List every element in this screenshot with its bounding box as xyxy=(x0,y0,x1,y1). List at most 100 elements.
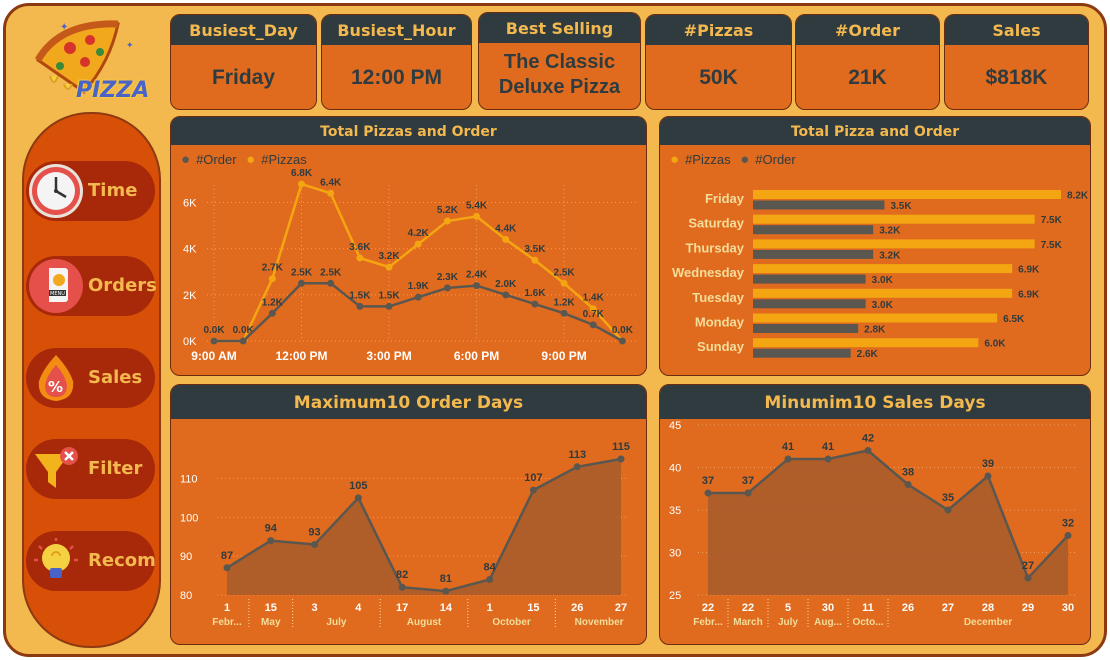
data-point xyxy=(589,321,597,329)
x-tick-label: 9:00 AM xyxy=(191,349,237,363)
data-label: 0.0K xyxy=(233,325,255,336)
data-point xyxy=(502,291,510,299)
data-label: 0.0K xyxy=(203,325,225,336)
y-tick-label: 100 xyxy=(180,512,198,524)
x-day-label: 30 xyxy=(822,602,834,614)
data-point xyxy=(1024,574,1032,582)
kpi-value: Friday xyxy=(211,65,276,89)
data-label: 2.7K xyxy=(262,263,284,274)
data-point xyxy=(414,240,422,248)
kpi-title: Best Selling xyxy=(479,13,640,43)
y-tick-label: 25 xyxy=(669,590,681,602)
data-point xyxy=(784,455,792,463)
x-month-label: July xyxy=(326,617,346,628)
nav-time-button[interactable]: Time xyxy=(26,161,155,221)
data-label: 4.4K xyxy=(495,223,517,234)
data-label: 1.2K xyxy=(554,297,576,308)
bar-pizzas xyxy=(753,264,1013,274)
x-day-label: 15 xyxy=(265,602,277,614)
chart-title: Total Pizza and Order xyxy=(660,117,1090,145)
data-point xyxy=(560,279,568,287)
nav-recom-button[interactable]: Recom xyxy=(26,531,156,591)
chart-legend: ● #Pizzas ● #Order xyxy=(670,151,796,168)
data-point xyxy=(704,489,712,497)
bar-orders xyxy=(753,324,859,333)
data-label: 7.5K xyxy=(1041,240,1063,251)
data-point xyxy=(356,302,364,310)
x-day-label: 15 xyxy=(527,602,539,614)
x-day-label: 17 xyxy=(396,602,408,614)
lightbulb-icon xyxy=(29,534,83,588)
bar-orders xyxy=(753,299,866,309)
data-label: 1.2K xyxy=(262,297,284,308)
kpi-busiest-day: Busiest_Day Friday xyxy=(170,14,317,110)
area-fill xyxy=(708,450,1068,595)
x-day-label: 5 xyxy=(785,602,791,614)
data-label: 6.9K xyxy=(1018,289,1040,300)
data-label: 1.5K xyxy=(378,290,400,301)
y-tick-label: 80 xyxy=(180,590,192,602)
kpi-busiest-hour: Busiest_Hour 12:00 PM xyxy=(321,14,472,110)
data-point xyxy=(473,212,481,220)
kpi-value: $818K xyxy=(985,65,1048,89)
data-label: 94 xyxy=(265,523,278,535)
chart-title: Maximum10 Order Days xyxy=(171,385,646,419)
data-label: 1.5K xyxy=(349,290,371,301)
data-label: 5.2K xyxy=(437,205,459,216)
menu-card-icon: MENU xyxy=(29,259,83,313)
filter-clear-icon xyxy=(29,442,83,496)
x-day-label: 3 xyxy=(311,602,317,614)
legend-item-pizzas: #Pizzas xyxy=(685,152,731,167)
nav-orders-button[interactable]: MENU Orders xyxy=(26,256,157,316)
bar-orders xyxy=(753,200,885,210)
x-month-label: Febr... xyxy=(212,617,242,628)
x-day-label: 26 xyxy=(902,602,914,614)
kpi-value: The Classic Deluxe Pizza xyxy=(498,51,621,98)
min-sales-days-panel: Minumim10 Sales Days 25 30 35 40 45 37 37 41 41 4… xyxy=(659,384,1091,645)
data-label: 35 xyxy=(942,492,954,504)
data-label: 1.6K xyxy=(524,288,546,299)
data-point xyxy=(560,309,568,317)
data-label: 41 xyxy=(822,441,834,453)
data-label: 2.8K xyxy=(864,325,886,336)
x-month-label: Aug... xyxy=(814,617,842,628)
category-label: Sunday xyxy=(697,339,745,354)
bar-pizzas xyxy=(753,338,979,348)
data-label: 2.5K xyxy=(320,267,342,278)
x-month-label: March xyxy=(733,617,762,628)
svg-text:MENU: MENU xyxy=(50,291,65,297)
x-day-label: 22 xyxy=(702,602,714,614)
data-point xyxy=(486,575,494,583)
data-label: 115 xyxy=(612,441,630,453)
data-point xyxy=(529,486,537,494)
data-label: 3.0K xyxy=(872,275,894,286)
data-point xyxy=(268,275,276,283)
nav-sales-button[interactable]: % Sales xyxy=(26,348,155,408)
data-label: 3.5K xyxy=(524,244,546,255)
nav-orders-label: Orders xyxy=(88,275,157,296)
x-day-label: 22 xyxy=(742,602,754,614)
hourly-line-chart: 0K 2K 4K 6K 9:00 AM 12:00 PM 3:00 PM 6:00 PM 9:0… xyxy=(183,168,636,363)
category-label: Saturday xyxy=(688,216,744,231)
data-point xyxy=(356,254,364,262)
nav-filter-label: Filter xyxy=(88,458,143,479)
data-label: 0.0K xyxy=(612,325,634,336)
data-label: 3.0K xyxy=(872,300,894,311)
kpi-pizzas: #Pizzas 50K xyxy=(645,14,792,110)
bar-orders xyxy=(753,249,874,259)
data-label: 3.2K xyxy=(879,250,901,261)
data-point xyxy=(531,256,539,264)
data-point xyxy=(944,506,952,514)
x-month-label: July xyxy=(778,617,798,628)
chart-legend: ● #Order ● #Pizzas xyxy=(181,151,307,168)
legend-item-orders: #Order xyxy=(755,152,796,167)
x-day-label: 29 xyxy=(1022,602,1034,614)
data-point xyxy=(327,279,335,287)
nav-filter-button[interactable]: Filter xyxy=(26,439,155,499)
x-day-label: 1 xyxy=(224,602,230,614)
data-label: 3.2K xyxy=(378,251,400,262)
data-point xyxy=(984,472,992,480)
data-label: 3.5K xyxy=(890,201,912,212)
x-day-label: 1 xyxy=(487,602,493,614)
kpi-title: Busiest_Day xyxy=(171,15,316,45)
